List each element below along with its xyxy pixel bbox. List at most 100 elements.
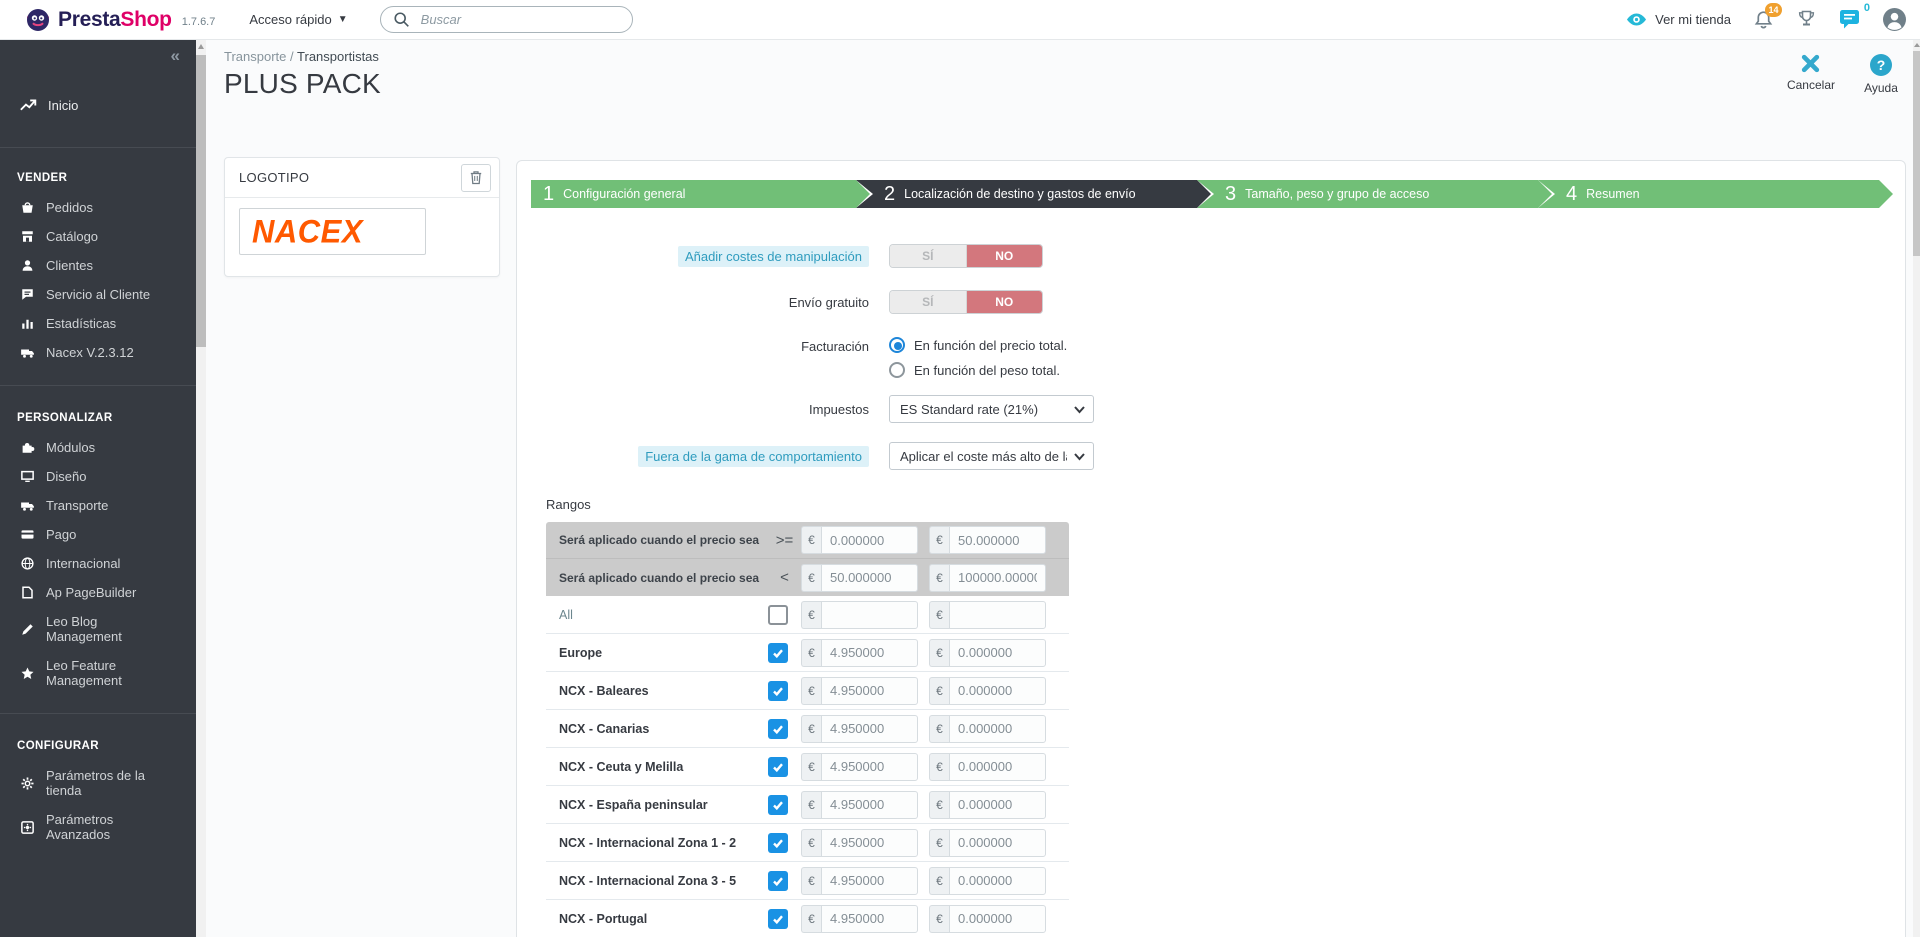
- profile-button[interactable]: [1883, 8, 1906, 31]
- zone-price-input[interactable]: [821, 866, 918, 895]
- range-to-input[interactable]: [949, 563, 1046, 592]
- search-input[interactable]: [420, 12, 601, 27]
- out-of-range-label[interactable]: Fuera de la gama de comportamiento: [638, 445, 869, 467]
- handling-costs-label[interactable]: Añadir costes de manipulación: [677, 245, 869, 267]
- zone-price-input[interactable]: [949, 714, 1046, 743]
- zone-price-input[interactable]: [821, 904, 918, 933]
- free-shipping-toggle[interactable]: SÍ NO: [889, 290, 1043, 314]
- range-from-input[interactable]: [949, 526, 1046, 554]
- range-from-input[interactable]: [821, 526, 918, 554]
- breadcrumb-parent[interactable]: Transporte: [224, 49, 287, 64]
- wizard-step-1[interactable]: 1 Configuración general: [531, 180, 870, 208]
- sidebar-item-estadisticas[interactable]: Estadísticas: [0, 309, 196, 338]
- billing-by-price-option[interactable]: En función del precio total.: [889, 337, 1067, 353]
- sidebar-item-parametros-tienda[interactable]: Parámetros de la tienda: [0, 761, 196, 805]
- zone-price-input[interactable]: [821, 638, 918, 667]
- zone-checkbox[interactable]: [768, 604, 788, 625]
- zone-price-input[interactable]: [821, 752, 918, 781]
- page-scrollbar-thumb[interactable]: [1913, 51, 1920, 256]
- sidebar-item-internacional[interactable]: Internacional: [0, 549, 196, 578]
- toggle-yes-option[interactable]: SÍ: [890, 291, 967, 313]
- sidebar-item-leo-feature[interactable]: Leo Feature Management: [0, 651, 196, 695]
- billing-options: En función del precio total. En función …: [889, 337, 1067, 378]
- sidebar-item-pago[interactable]: Pago: [0, 520, 196, 549]
- currency-symbol: €: [801, 638, 821, 667]
- billing-by-weight-option[interactable]: En función del peso total.: [889, 362, 1067, 378]
- sidebar-item-clientes[interactable]: Clientes: [0, 251, 196, 280]
- zone-price-input[interactable]: [949, 676, 1046, 705]
- toggle-no-option[interactable]: NO: [966, 291, 1042, 313]
- zone-price-input[interactable]: [949, 828, 1046, 857]
- messages-button[interactable]: 0: [1839, 2, 1870, 30]
- wizard-step-4[interactable]: 4 Resumen: [1538, 180, 1893, 208]
- sidebar-item-pagebuilder[interactable]: Ap PageBuilder: [0, 578, 196, 607]
- notifications-button[interactable]: 14: [1753, 3, 1782, 30]
- zone-price-input[interactable]: [949, 790, 1046, 819]
- quick-access-menu[interactable]: Acceso rápido ▼: [249, 12, 348, 27]
- sidebar-collapse-button[interactable]: «: [170, 46, 180, 65]
- currency-symbol: €: [801, 714, 821, 743]
- radio-selected-icon[interactable]: [889, 337, 905, 353]
- wizard-step-2[interactable]: 2 Localización de destino y gastos de en…: [856, 180, 1211, 208]
- sidebar-item-modulos[interactable]: Módulos: [0, 433, 196, 462]
- range-to-input[interactable]: [821, 563, 918, 592]
- wizard-step-3[interactable]: 3 Tamaño, peso y grupo de acceso: [1197, 180, 1552, 208]
- radio-unselected-icon[interactable]: [889, 362, 905, 378]
- sidebar-item-catalogo[interactable]: Catálogo: [0, 222, 196, 251]
- zone-price-input[interactable]: [949, 904, 1046, 933]
- zone-price-input[interactable]: [821, 790, 918, 819]
- sidebar-item-inicio[interactable]: Inicio: [0, 92, 196, 119]
- handling-costs-toggle[interactable]: SÍ NO: [889, 244, 1043, 268]
- avatar-icon: [1883, 8, 1906, 31]
- zone-checkbox[interactable]: [768, 718, 788, 739]
- sidebar-item-nacex[interactable]: Nacex V.2.3.12: [0, 338, 196, 367]
- sidebar-item-pedidos[interactable]: Pedidos: [0, 193, 196, 222]
- chevron-down-icon: [1074, 406, 1085, 414]
- zone-price-input[interactable]: [949, 638, 1046, 667]
- zone-price-input[interactable]: [949, 752, 1046, 781]
- zone-checkbox[interactable]: [768, 756, 788, 777]
- zone-price-input[interactable]: [821, 828, 918, 857]
- prestashop-brand[interactable]: PrestaShop 1.7.6.7: [26, 8, 215, 32]
- scroll-up-icon[interactable]: [196, 40, 206, 53]
- toggle-no-option[interactable]: NO: [966, 245, 1042, 267]
- sidebar-scrollbar-thumb[interactable]: [196, 55, 206, 347]
- zone-checkbox[interactable]: [768, 870, 788, 891]
- view-shop-link[interactable]: Ver mi tienda: [1626, 12, 1731, 27]
- sidebar-item-parametros-avanzados[interactable]: Parámetros Avanzados: [0, 805, 196, 849]
- toggle-yes-option[interactable]: SÍ: [890, 245, 967, 267]
- wizard-steps: 1 Configuración general 2 Localización d…: [531, 180, 1893, 208]
- sidebar-item-servicio-cliente[interactable]: Servicio al Cliente: [0, 280, 196, 309]
- zone-checkbox[interactable]: [768, 680, 788, 701]
- zone-row: Europe € €: [546, 634, 1069, 672]
- zone-checkbox[interactable]: [768, 908, 788, 929]
- shop-params-icon: [21, 777, 34, 789]
- zone-price-input[interactable]: [821, 600, 918, 629]
- zone-checkbox[interactable]: [768, 642, 788, 663]
- out-of-range-select[interactable]: Aplicar el coste más alto de la: [889, 442, 1094, 470]
- sidebar-item-leo-blog[interactable]: Leo Blog Management: [0, 607, 196, 651]
- sidebar-scrollbar[interactable]: [196, 40, 206, 937]
- zone-price-input[interactable]: [821, 714, 918, 743]
- feature-icon: [21, 667, 34, 679]
- tax-select[interactable]: ES Standard rate (21%): [889, 395, 1094, 423]
- global-search[interactable]: [379, 6, 633, 33]
- zone-price-input[interactable]: [949, 866, 1046, 895]
- breadcrumb-current[interactable]: Transportistas: [297, 49, 379, 64]
- cancel-button[interactable]: Cancelar: [1787, 54, 1835, 95]
- delete-logo-button[interactable]: [461, 163, 491, 192]
- zone-checkbox[interactable]: [768, 832, 788, 853]
- zone-checkbox[interactable]: [768, 794, 788, 815]
- scroll-up-icon[interactable]: [1913, 40, 1920, 50]
- carrier-wizard-panel: 1 Configuración general 2 Localización d…: [516, 160, 1906, 937]
- check-icon: [773, 686, 783, 696]
- page-scrollbar[interactable]: [1913, 40, 1920, 937]
- sidebar-item-transporte[interactable]: Transporte: [0, 491, 196, 520]
- help-button[interactable]: ? Ayuda: [1857, 54, 1905, 95]
- sidebar-item-diseno[interactable]: Diseño: [0, 462, 196, 491]
- trophy-icon: [1798, 10, 1815, 26]
- achievements-button[interactable]: [1796, 9, 1817, 30]
- sidebar-section-configurar: CONFIGURAR: [0, 713, 196, 761]
- zone-price-input[interactable]: [821, 676, 918, 705]
- zone-price-input[interactable]: [949, 600, 1046, 629]
